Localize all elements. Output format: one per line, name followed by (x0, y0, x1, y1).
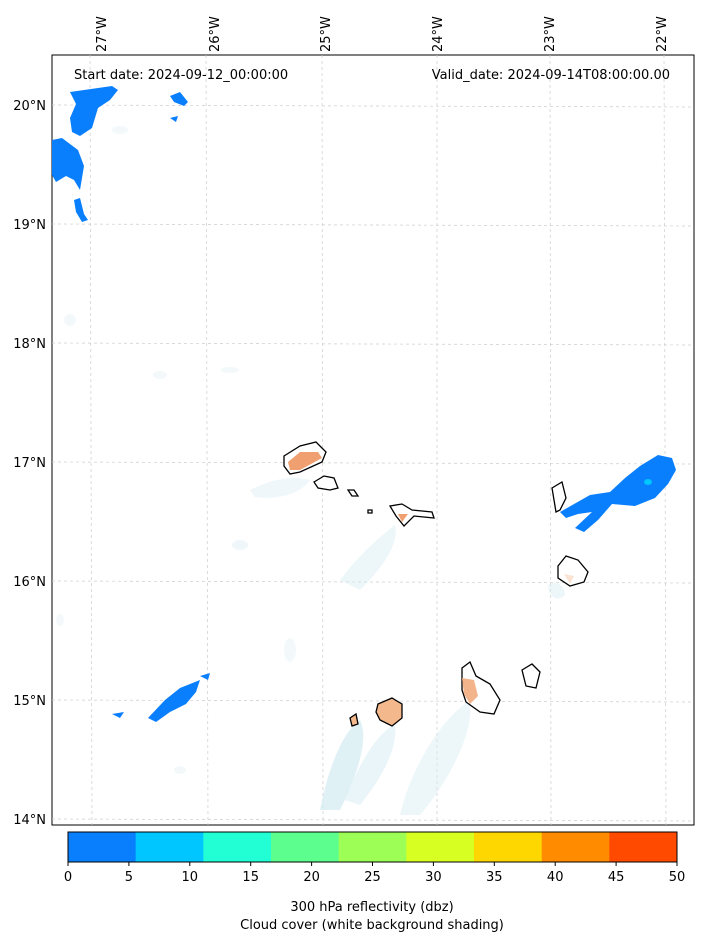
colorbar-tick-label: 30 (425, 870, 442, 885)
colorbar-tick-label: 10 (182, 870, 199, 885)
cloud-cover-shading (56, 126, 565, 815)
lat-label: 18°N (13, 337, 46, 352)
colorbar-segment (406, 832, 475, 862)
lon-label: 27°W (95, 16, 110, 52)
colorbar-segment (609, 832, 678, 862)
lat-label: 19°N (13, 218, 46, 233)
islands (283, 441, 589, 727)
lat-label: 15°N (13, 694, 46, 709)
colorbar-tick-label: 5 (125, 870, 133, 885)
lat-label: 16°N (13, 575, 46, 590)
lon-label: 23°W (543, 16, 558, 52)
latitude-labels: 20°N 19°N 18°N 17°N 16°N 15°N 14°N (13, 99, 46, 828)
colorbar-ticks: 0 5 10 15 20 25 30 35 40 45 50 (64, 862, 685, 885)
lon-label: 22°W (655, 16, 670, 52)
colorbar-segment (203, 832, 272, 862)
colorbar-tick-label: 25 (364, 870, 381, 885)
lon-label: 24°W (431, 16, 446, 52)
colorbar-segment (474, 832, 543, 862)
colorbar-tick-label: 0 (64, 870, 72, 885)
colorbar-sublabel: Cloud cover (white background shading) (240, 918, 504, 933)
colorbar-segment (541, 832, 610, 862)
colorbar (67, 831, 678, 863)
colorbar-segment (338, 832, 407, 862)
colorbar-tick-label: 40 (547, 870, 564, 885)
valid-date-label: Valid_date: 2024-09-14T08:00:00.00 (432, 68, 670, 83)
colorbar-tick-label: 45 (608, 870, 625, 885)
lat-label: 20°N (13, 99, 46, 114)
colorbar-segment (68, 832, 137, 862)
lat-label: 14°N (13, 813, 46, 828)
colorbar-tick-label: 50 (669, 870, 686, 885)
colorbar-tick-label: 15 (242, 870, 259, 885)
colorbar-tick-label: 20 (303, 870, 320, 885)
colorbar-segment (135, 832, 204, 862)
colorbar-tick-label: 35 (486, 870, 503, 885)
colorbar-label: 300 hPa reflectivity (dbz) (290, 900, 453, 915)
lon-label: 25°W (319, 16, 334, 52)
reflectivity-areas (52, 86, 676, 722)
map-frame (51, 54, 695, 826)
lon-label: 26°W (208, 16, 223, 52)
longitude-labels: 27°W 26°W 25°W 24°W 23°W 22°W (95, 16, 670, 52)
gridlines (51, 54, 695, 826)
lat-label: 17°N (13, 456, 46, 471)
colorbar-segment (271, 832, 340, 862)
start-date-label: Start date: 2024-09-12_00:00:00 (74, 68, 288, 83)
reflectivity-core (644, 479, 652, 485)
